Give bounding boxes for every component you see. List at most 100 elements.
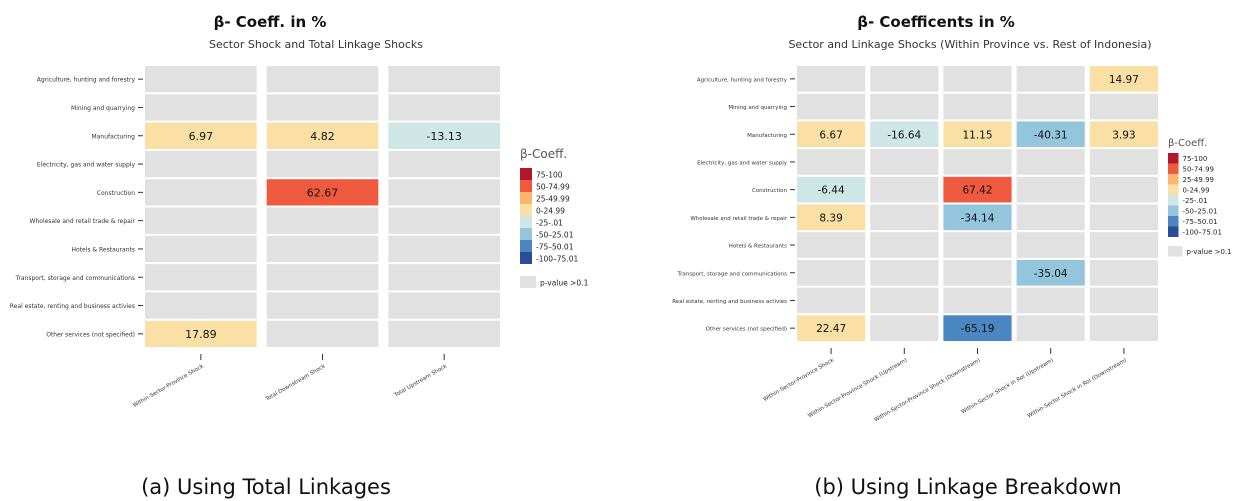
heatmap-cell: [1089, 232, 1158, 258]
row-label: Electricity, gas and water supply: [37, 162, 136, 169]
heatmap-cell: [797, 232, 866, 258]
caption-a: (a) Using Total Linkages: [141, 475, 391, 499]
cell-value-label: 6.67: [819, 129, 842, 141]
heatmap-cell: [1016, 176, 1085, 203]
heatmap-cell: [266, 207, 379, 234]
heatmap-cell: [145, 235, 257, 263]
heatmap-cell: [1016, 93, 1085, 120]
heatmap-cell: [943, 93, 1012, 120]
legend-swatch: [1168, 153, 1179, 164]
legend-swatch: [1168, 184, 1179, 195]
heatmap-cell: [1089, 176, 1158, 203]
heatmap-cell: [388, 179, 500, 206]
heatmap-cell: [388, 94, 500, 121]
heatmap-cell: [797, 66, 866, 92]
heatmap-cell: [870, 232, 939, 258]
row-label: Construction: [752, 188, 788, 194]
heatmap-cell: [266, 66, 379, 93]
legend-label: -50–25.01: [536, 231, 574, 240]
heatmap-cell: [1089, 259, 1158, 286]
heatmap-cell: [870, 93, 939, 120]
heatmap-cell: [388, 235, 500, 263]
heatmap-cell: [870, 176, 939, 203]
heatmap-cell: [943, 121, 1012, 148]
cell-value-label: 67.42: [962, 185, 992, 197]
cell-value-label: 11.15: [962, 129, 992, 141]
row-label: Other services (not specified): [46, 331, 135, 338]
legend-swatch: [520, 204, 532, 216]
row-label: Electricity, gas and water supply: [697, 160, 788, 166]
chart-a-subtitle: Sector Shock and Total Linkage Shocks: [209, 38, 423, 51]
row-label: Construction: [97, 190, 135, 197]
legend-label: 50-74.99: [1183, 166, 1214, 174]
chart-a-title: β- Coeff. in %: [214, 13, 327, 31]
legend-label: 50-74.99: [536, 183, 570, 192]
heatmap-cell: [797, 259, 866, 286]
heatmap-cell: [1089, 93, 1158, 120]
cell-value-label: 8.39: [819, 212, 842, 224]
legend-title: β-Coeff.: [520, 147, 567, 161]
heatmap-cell: [145, 292, 257, 319]
legend-swatch: [520, 216, 532, 228]
heatmap-cell: [943, 66, 1012, 92]
row-label: Manufacturing: [92, 133, 136, 140]
legend-swatch: [1168, 174, 1179, 185]
heatmap-cell: [797, 149, 866, 175]
column-label: Total Upstream Shock: [393, 363, 449, 399]
caption-b: (b) Using Linkage Breakdown: [814, 475, 1121, 499]
legend-swatch: [1168, 205, 1179, 216]
legend-label: -75–50.01: [536, 243, 574, 252]
heatmap-cell: [870, 287, 939, 314]
heatmap-cell: [388, 66, 500, 93]
legend-label: -75–50.01: [1183, 218, 1218, 226]
legend-swatch: [1168, 246, 1183, 257]
heatmap-cell: [1016, 259, 1085, 286]
heatmap-cell: [1016, 121, 1085, 148]
heatmap-cell: [870, 121, 939, 148]
row-label: Hotels & Restaurants: [72, 246, 136, 253]
heatmap-cell: [145, 207, 257, 234]
heatmap-cell: [145, 122, 257, 149]
heatmap-cell: [870, 259, 939, 286]
legend-swatch: [1168, 163, 1179, 174]
heatmap-cell: [943, 204, 1012, 231]
heatmap-cell: [797, 121, 866, 148]
heatmap-cell: [388, 150, 500, 178]
heatmap-cell: [145, 66, 257, 93]
heatmap-cell: [388, 122, 500, 149]
legend-title: β-Coeff.: [1168, 138, 1207, 149]
heatmap-cell: [388, 292, 500, 319]
heatmap-cell: [943, 232, 1012, 258]
heatmap-cell: [870, 204, 939, 231]
row-label: Agriculture, hunting and forestry: [697, 77, 788, 83]
heatmap-cell: [943, 149, 1012, 175]
cell-value-label: 4.82: [310, 130, 335, 143]
heatmap-cell: [1016, 232, 1085, 258]
cell-value-label: -65.19: [961, 323, 995, 335]
heatmap-cell: [388, 320, 500, 347]
legend-swatch: [520, 276, 536, 288]
row-label: Real estate, renting and business activi…: [672, 299, 787, 305]
heatmap-cell: [1016, 149, 1085, 175]
chart-b-title: β- Coefficents in %: [857, 13, 1015, 31]
heatmap-cell: [870, 149, 939, 175]
heatmap-cell: [1089, 66, 1158, 92]
legend-swatch: [520, 228, 532, 240]
cell-value-label: -35.04: [1034, 268, 1068, 280]
legend-label: 0-24.99: [1183, 187, 1210, 195]
row-label: Wholesale and retail trade & repair: [30, 218, 136, 225]
heatmap-cell: [266, 264, 379, 291]
legend-label: 75-100: [536, 171, 563, 180]
heatmap-cell: [1089, 121, 1158, 148]
heatmap-cell: [943, 176, 1012, 203]
heatmap-cell: [1089, 287, 1158, 314]
heatmap-cell: [266, 292, 379, 319]
legend-label: 0-24.99: [536, 207, 565, 216]
cell-value-label: -40.31: [1034, 129, 1068, 141]
heatmap-cell: [943, 315, 1012, 341]
heatmap-cell: [943, 287, 1012, 314]
cell-value-label: -6.44: [818, 185, 845, 197]
cell-value-label: 6.97: [189, 130, 214, 143]
heatmap-cell: [1089, 315, 1158, 341]
